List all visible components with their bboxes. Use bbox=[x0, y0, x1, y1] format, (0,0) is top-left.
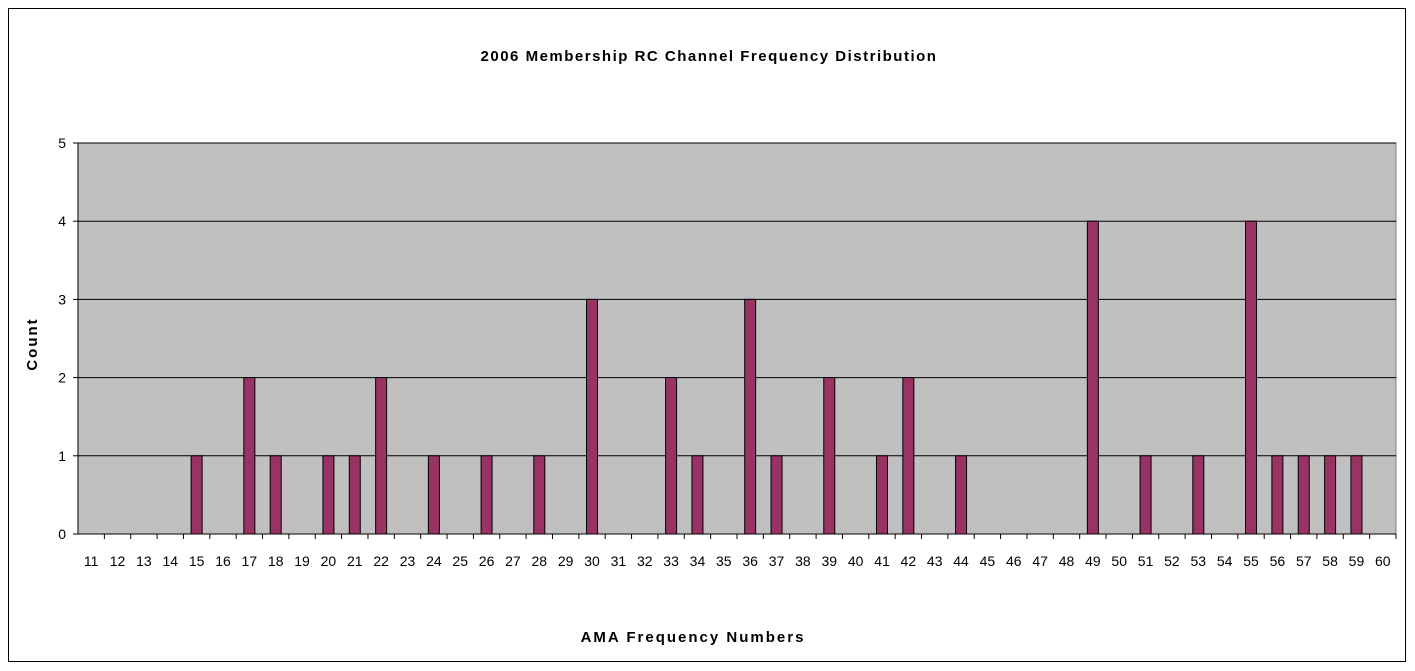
x-tick-label: 16 bbox=[215, 553, 231, 569]
x-tick-label: 60 bbox=[1375, 553, 1391, 569]
bar-22 bbox=[375, 377, 388, 535]
x-tick-label: 23 bbox=[400, 553, 416, 569]
x-tick-label: 31 bbox=[611, 553, 627, 569]
x-tick-label: 55 bbox=[1243, 553, 1259, 569]
y-tick-label: 2 bbox=[58, 370, 66, 386]
bar-28 bbox=[533, 455, 546, 535]
x-tick-label: 14 bbox=[162, 553, 178, 569]
bar-41 bbox=[875, 455, 888, 535]
x-tick-labels: 11 12 13 14 15 16 17 18 19 20 21 22 23 24 25 26 27 28 29 30… bbox=[84, 553, 1391, 569]
bar-55 bbox=[1245, 220, 1258, 535]
x-axis-title: AMA Frequency Numbers bbox=[581, 629, 806, 646]
x-tick-label: 22 bbox=[373, 553, 389, 569]
bar-59 bbox=[1350, 455, 1363, 535]
bar-56 bbox=[1271, 455, 1284, 535]
plot-background bbox=[77, 142, 1397, 535]
bar-17 bbox=[243, 377, 256, 535]
y-tick-label: 4 bbox=[58, 213, 66, 229]
x-tick-label: 36 bbox=[742, 553, 758, 569]
x-tick-label: 28 bbox=[532, 553, 548, 569]
plot-area bbox=[73, 142, 1397, 539]
x-tick-label: 48 bbox=[1059, 553, 1075, 569]
x-tick-label: 27 bbox=[505, 553, 521, 569]
x-tick-label: 15 bbox=[189, 553, 205, 569]
bar-21 bbox=[348, 455, 361, 535]
x-tick-label: 58 bbox=[1322, 553, 1338, 569]
x-tick-label: 24 bbox=[426, 553, 442, 569]
bar-44 bbox=[955, 455, 968, 535]
bar-18 bbox=[269, 455, 282, 535]
x-tick-label: 41 bbox=[874, 553, 890, 569]
bar-24 bbox=[427, 455, 440, 535]
x-tick-label: 44 bbox=[953, 553, 969, 569]
y-tick-label: 5 bbox=[58, 135, 66, 151]
bar-30 bbox=[586, 298, 599, 535]
x-tick-label: 13 bbox=[136, 553, 152, 569]
chart-svg: 2006 Membership RC Channel Frequency Dis… bbox=[24, 48, 1397, 646]
x-tick-label: 47 bbox=[1032, 553, 1048, 569]
y-tick-label: 3 bbox=[58, 291, 66, 307]
x-tick-label: 54 bbox=[1217, 553, 1233, 569]
x-tick-label: 57 bbox=[1296, 553, 1312, 569]
x-tick-label: 45 bbox=[980, 553, 996, 569]
x-tick-label: 59 bbox=[1349, 553, 1365, 569]
bar-36 bbox=[744, 298, 757, 535]
x-tick-label: 42 bbox=[901, 553, 917, 569]
x-tick-label: 26 bbox=[479, 553, 495, 569]
x-tick-label: 12 bbox=[110, 553, 126, 569]
x-tick-label: 37 bbox=[769, 553, 785, 569]
x-tick-label: 50 bbox=[1111, 553, 1127, 569]
y-axis-title: Count bbox=[24, 317, 41, 370]
x-tick-label: 46 bbox=[1006, 553, 1022, 569]
bar-15 bbox=[190, 455, 203, 535]
x-tick-label: 21 bbox=[347, 553, 363, 569]
x-tick-label: 52 bbox=[1164, 553, 1180, 569]
bar-51 bbox=[1139, 455, 1152, 535]
bar-53 bbox=[1192, 455, 1205, 535]
bar-33 bbox=[665, 377, 678, 535]
x-tick-label: 11 bbox=[84, 553, 99, 569]
bar-58 bbox=[1324, 455, 1337, 535]
x-tick-label: 17 bbox=[242, 553, 258, 569]
x-tick-label: 29 bbox=[558, 553, 574, 569]
x-tick-label: 56 bbox=[1270, 553, 1286, 569]
x-tick-label: 32 bbox=[637, 553, 653, 569]
y-tick-label: 1 bbox=[58, 448, 66, 464]
x-tick-label: 18 bbox=[268, 553, 284, 569]
bar-26 bbox=[480, 455, 493, 535]
x-tick-label: 49 bbox=[1085, 553, 1101, 569]
x-tick-label: 35 bbox=[716, 553, 732, 569]
x-tick-label: 39 bbox=[821, 553, 837, 569]
x-tick-label: 19 bbox=[294, 553, 310, 569]
chart-title: 2006 Membership RC Channel Frequency Dis… bbox=[481, 48, 938, 65]
x-tick-label: 40 bbox=[848, 553, 864, 569]
chart-frame: 2006 Membership RC Channel Frequency Dis… bbox=[8, 8, 1406, 662]
x-tick-label: 25 bbox=[452, 553, 468, 569]
bar-34 bbox=[691, 455, 704, 535]
x-tick-label: 51 bbox=[1138, 553, 1154, 569]
bar-39 bbox=[823, 377, 836, 535]
y-tick-label: 0 bbox=[58, 526, 66, 542]
x-tick-label: 34 bbox=[690, 553, 706, 569]
bar-42 bbox=[902, 377, 915, 535]
bar-37 bbox=[770, 455, 783, 535]
x-tick-label: 38 bbox=[795, 553, 811, 569]
x-tick-label: 33 bbox=[663, 553, 679, 569]
x-tick-label: 53 bbox=[1191, 553, 1207, 569]
bars-group bbox=[190, 220, 1363, 535]
bar-20 bbox=[322, 455, 335, 535]
y-tick-labels: 0 1 2 3 4 5 bbox=[58, 135, 66, 542]
x-tick-label: 43 bbox=[927, 553, 943, 569]
bar-49 bbox=[1086, 220, 1099, 535]
x-tick-label: 30 bbox=[584, 553, 600, 569]
x-tick-label: 20 bbox=[321, 553, 337, 569]
bar-57 bbox=[1297, 455, 1310, 535]
